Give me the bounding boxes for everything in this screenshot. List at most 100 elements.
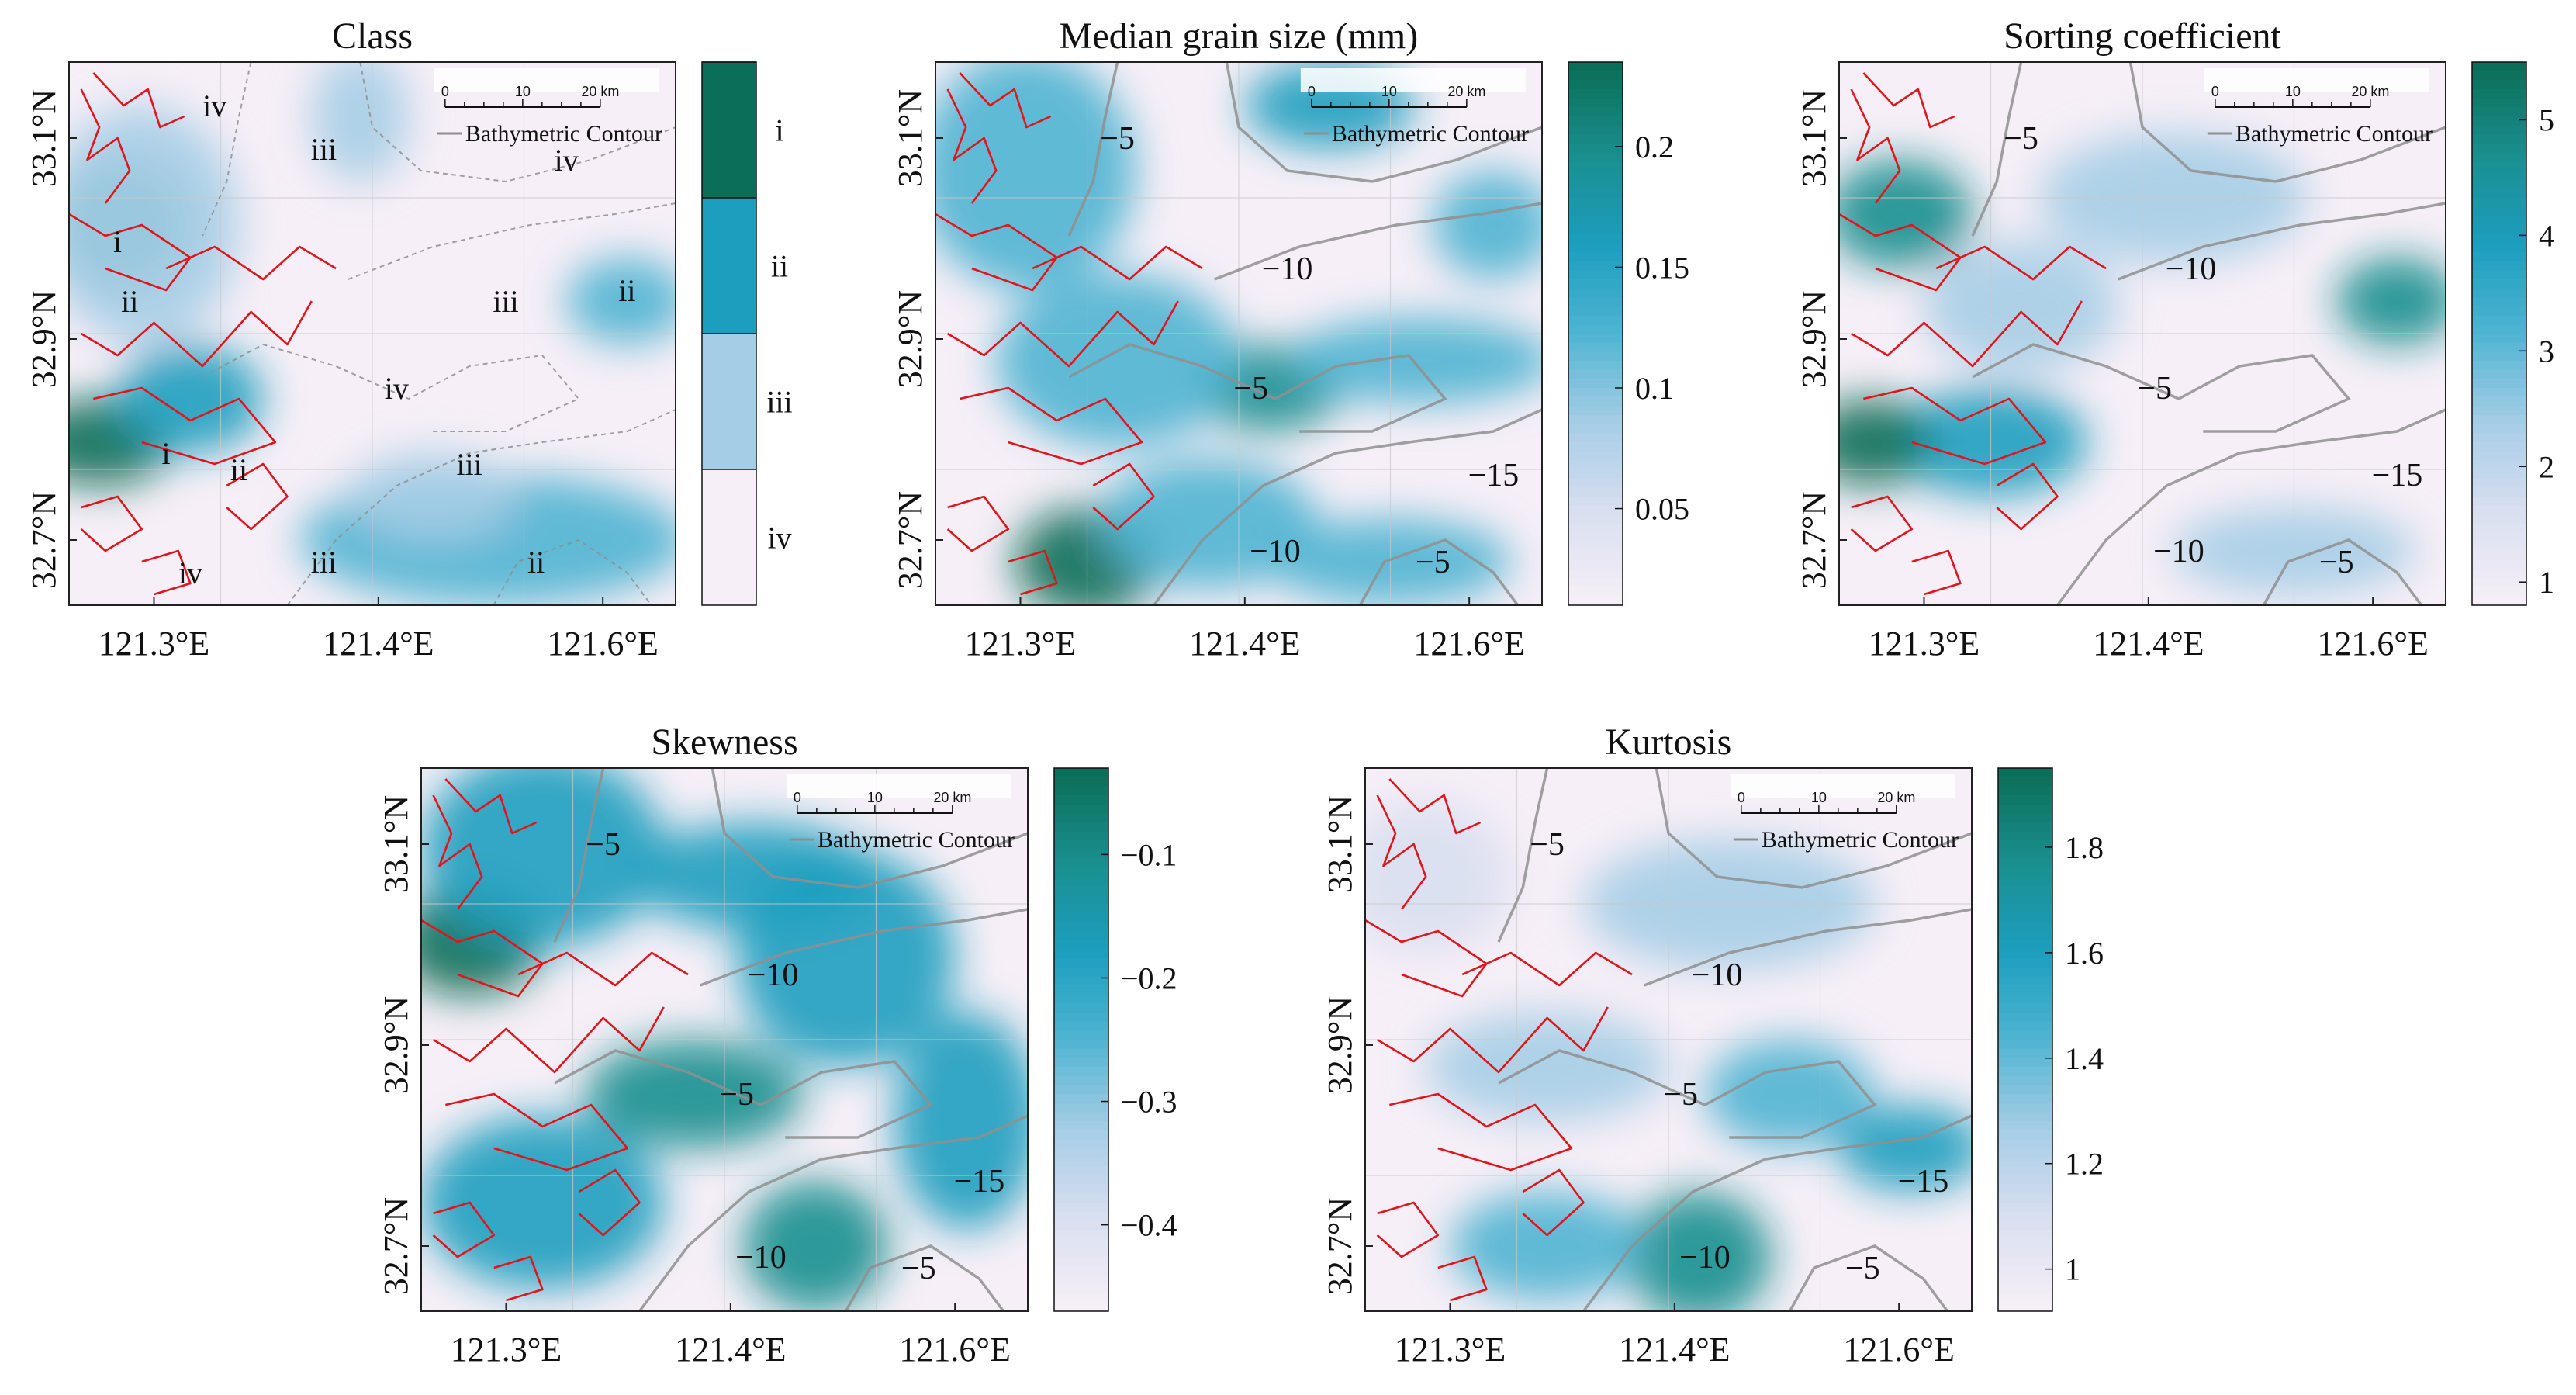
shoreline — [1376, 794, 1427, 910]
value-patch — [1450, 1192, 1644, 1300]
bathymetric-contour-line — [1498, 1049, 1877, 1139]
colorbar-gradient-step — [1054, 1021, 1108, 1032]
x-axis-tick-label: 121.3°E — [451, 1331, 562, 1369]
colorbar-gradient-step — [1054, 1302, 1108, 1312]
colorbar-gradient-step — [1054, 994, 1108, 1005]
colorbar-gradient-step — [2472, 442, 2526, 452]
colorbar-gradient-step — [1568, 107, 1623, 117]
colorbar-gradient-step — [1054, 850, 1108, 860]
colorbar-gradient-step — [1568, 80, 1623, 90]
colorbar-gradient-step — [2472, 107, 2526, 117]
colorbar-gradient-step — [2472, 424, 2526, 434]
shoreline — [69, 213, 192, 292]
scale-bar-tick-label: 10 — [867, 790, 883, 805]
colorbar-gradient-step — [1054, 768, 1108, 778]
colorbar-gradient-step — [2472, 116, 2526, 126]
colorbar-gradient-step — [2472, 596, 2526, 606]
colorbar-gradient-step — [1054, 1085, 1108, 1095]
contour-label: −5 — [1100, 121, 1135, 157]
shoreline — [1389, 1092, 1573, 1172]
colorbar-gradient-step — [1568, 478, 1623, 489]
colorbar-gradient-step — [1054, 1139, 1108, 1149]
colorbar-gradient-step — [2472, 487, 2526, 497]
y-axis-tick-label: 32.9°N — [25, 290, 63, 388]
shoreline — [93, 386, 277, 466]
colorbar-gradient-step — [1568, 134, 1623, 144]
colorbar-gradient-step — [2472, 551, 2526, 561]
y-axis-tick-label: 33.1°N — [1321, 795, 1359, 893]
colorbar-gradient-step — [2472, 587, 2526, 597]
colorbar-gradient-step — [1998, 1021, 2052, 1032]
value-patch — [1838, 1105, 1972, 1192]
colorbar-gradient-step — [1568, 524, 1623, 534]
colorbar-gradient-step — [2472, 206, 2526, 217]
colorbar-gradient-step — [2472, 324, 2526, 334]
colorbar-gradient-step — [2472, 532, 2526, 543]
colorbar-gradient-step — [1054, 1257, 1108, 1267]
map-frame — [935, 61, 1543, 606]
colorbar-gradient-step — [1998, 885, 2052, 896]
colorbar-gradient-step — [2472, 179, 2526, 190]
colorbar-gradient-step — [1054, 840, 1108, 850]
colorbar-gradient-step — [1568, 451, 1623, 462]
contour-label: −15 — [2372, 458, 2423, 493]
colorbar-frame — [1568, 61, 1623, 606]
contour-label: −5 — [1233, 371, 1268, 407]
shoreline — [421, 919, 544, 998]
shoreline — [432, 794, 483, 910]
colorbar-gradient-step — [1054, 1075, 1108, 1086]
bathymetric-contour-line — [1644, 908, 1972, 987]
y-axis-tick-label: 33.1°N — [1795, 89, 1833, 187]
colorbar-gradient-step — [2472, 514, 2526, 524]
colorbar-gradient-step — [2472, 62, 2526, 72]
y-axis-tick-label: 32.9°N — [891, 290, 929, 388]
colorbar-tick-label: 1.8 — [2065, 830, 2104, 865]
legend-contour-label: Bathymetric Contour — [2235, 121, 2433, 147]
colorbar-gradient-step — [1568, 198, 1623, 208]
colorbar-gradient-step — [1568, 569, 1623, 579]
colorbar-gradient-step — [1568, 71, 1623, 81]
colorbar-gradient-step — [2472, 89, 2526, 99]
value-surface — [69, 62, 676, 605]
contour-label: −5 — [901, 1251, 936, 1286]
colorbar-gradient-step — [1998, 904, 2052, 914]
colorbar-gradient-step — [1998, 1094, 2052, 1104]
x-axis-tick-label: 121.6°E — [1413, 625, 1524, 663]
colorbar-gradient-step — [1568, 361, 1623, 371]
shoreline — [1839, 213, 1962, 292]
colorbar-gradient-step — [2472, 161, 2526, 171]
colorbar-gradient-step — [1998, 1157, 2052, 1168]
colorbar-gradient-step — [1568, 161, 1623, 171]
colorbar-label: i — [775, 113, 783, 148]
y-axis-tick-label: 32.7°N — [377, 1197, 415, 1295]
colorbar-gradient-step — [1568, 342, 1623, 353]
colorbar-gradient-step — [1054, 1220, 1108, 1231]
shoreline — [444, 778, 538, 835]
colorbar-gradient-step — [2472, 524, 2526, 534]
colorbar-gradient-step — [1568, 514, 1623, 524]
colorbar-gradient-step — [1568, 505, 1623, 516]
colorbar-gradient-step — [1998, 1012, 2052, 1023]
colorbar-gradient-step — [1998, 777, 2052, 788]
bathymetric-contour-line — [711, 768, 1028, 889]
class-label: ii — [618, 273, 635, 308]
colorbar-gradient-step — [1998, 1265, 2052, 1276]
class-label: iii — [311, 545, 337, 580]
shoreline — [1850, 495, 1914, 552]
colorbar-gradient-step — [1054, 922, 1108, 932]
x-axis-tick-label: 121.4°E — [675, 1331, 786, 1369]
shoreline — [1376, 1006, 1609, 1074]
contour-label: −15 — [1468, 458, 1520, 493]
colorbar-gradient-step — [1054, 958, 1108, 968]
colorbar-gradient-step — [1054, 912, 1108, 923]
colorbar-gradient-step — [1568, 279, 1623, 289]
colorbar-gradient-step — [1054, 877, 1108, 887]
colorbar-gradient-step — [1054, 1157, 1108, 1168]
bathymetric-contour-line — [1214, 202, 1542, 281]
contour-label: −5 — [1845, 1251, 1880, 1286]
colorbar-tick-label: 1.6 — [2065, 936, 2104, 971]
colorbar-gradient-step — [1998, 1058, 2052, 1068]
colorbar-gradient-step — [1568, 189, 1623, 199]
